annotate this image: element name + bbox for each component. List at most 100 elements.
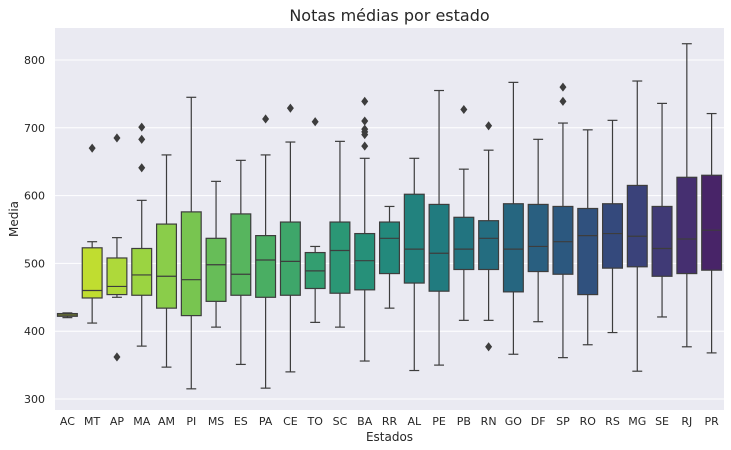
outlier-point: [559, 82, 567, 92]
box-iqr: [577, 207, 599, 296]
box-pa: [255, 114, 277, 389]
outlier-point: [485, 121, 493, 131]
x-tick-label: AC: [60, 415, 75, 428]
box-sp: [552, 82, 574, 359]
x-axis-label: Estados: [366, 430, 413, 444]
outlier-point: [361, 141, 369, 151]
box-iqr: [626, 184, 648, 268]
box-rj: [676, 43, 698, 348]
box-es: [230, 159, 252, 366]
outlier-point: [138, 163, 146, 173]
outlier-point: [311, 117, 319, 127]
box-iqr: [106, 257, 128, 296]
outlier-point: [286, 103, 294, 113]
box-series: [56, 43, 723, 390]
box-iqr: [378, 221, 401, 275]
box-sc: [329, 140, 351, 328]
y-tick-label: 400: [24, 325, 45, 338]
outlier-point: [485, 342, 493, 352]
outlier-point: [361, 130, 369, 140]
box-iqr: [701, 174, 723, 271]
box-iqr: [230, 213, 252, 296]
x-tick-label: AL: [407, 415, 422, 428]
y-tick-label: 800: [24, 54, 45, 67]
box-ms: [205, 180, 227, 328]
box-iqr: [651, 205, 673, 277]
box-pb: [453, 104, 475, 321]
y-tick-label: 300: [24, 393, 45, 406]
x-tick-label: BA: [357, 415, 373, 428]
box-iqr: [279, 221, 301, 296]
y-axis-label: Media: [7, 201, 21, 237]
box-iqr: [131, 247, 153, 296]
box-ma: [131, 122, 153, 347]
outlier-point: [262, 114, 270, 124]
box-ce: [279, 103, 301, 373]
box-iqr: [255, 235, 277, 298]
outlier-point: [88, 143, 96, 153]
chart-title: Notas médias por estado: [289, 6, 489, 25]
x-tick-label: PI: [186, 415, 196, 428]
x-tick-label: SC: [333, 415, 348, 428]
box-iqr: [527, 203, 549, 273]
x-tick-label: ES: [234, 415, 248, 428]
x-axis-ticks: AC MT AP MA AM PI MS ES PA CE TO SC BA RR AL PE PB RN GO DF…: [60, 415, 719, 428]
box-iqr: [502, 203, 524, 293]
outlier-point: [361, 96, 369, 106]
box-rr: [378, 205, 401, 309]
x-tick-label: AM: [158, 415, 175, 428]
box-iqr: [428, 203, 450, 292]
box-pe: [428, 89, 450, 366]
box-se: [651, 102, 673, 318]
x-tick-label: SE: [655, 415, 669, 428]
y-tick-label: 600: [24, 190, 45, 203]
x-tick-label: MS: [208, 415, 224, 428]
x-tick-label: RS: [605, 415, 620, 428]
outlier-point: [361, 116, 369, 126]
box-ba: [354, 96, 376, 362]
y-tick-label: 500: [24, 257, 45, 270]
box-rn: [478, 121, 500, 352]
box-iqr: [552, 205, 574, 275]
box-iqr: [354, 232, 376, 291]
box-am: [155, 154, 178, 368]
box-pr: [701, 112, 723, 354]
x-tick-label: SP: [556, 415, 570, 428]
y-axis-ticks: 300 400 500 600 700 800: [24, 54, 45, 406]
outlier-point: [460, 104, 468, 115]
outlier-point: [113, 352, 121, 362]
x-tick-label: AP: [110, 415, 125, 428]
box-iqr: [205, 237, 227, 302]
box-go: [502, 81, 524, 355]
x-tick-label: PA: [259, 415, 273, 428]
box-rs: [601, 119, 624, 334]
box-ap: [106, 133, 128, 362]
box-iqr: [180, 211, 202, 317]
box-mt: [81, 143, 103, 324]
box-iqr: [81, 247, 103, 299]
box-al: [403, 157, 425, 372]
x-tick-label: GO: [505, 415, 523, 428]
outlier-point: [138, 122, 146, 132]
x-tick-label: TO: [306, 415, 323, 428]
y-tick-label: 700: [24, 122, 45, 135]
box-mg: [626, 80, 648, 372]
box-ro: [577, 129, 599, 346]
x-tick-label: RO: [580, 415, 597, 428]
x-tick-label: CE: [283, 415, 298, 428]
outlier-point: [113, 133, 121, 143]
box-df: [527, 138, 549, 323]
x-tick-label: RJ: [681, 415, 692, 428]
outlier-point: [559, 96, 567, 106]
outlier-point: [138, 134, 146, 144]
x-tick-label: RN: [481, 415, 497, 428]
x-tick-label: DF: [531, 415, 546, 428]
x-tick-label: MG: [628, 415, 646, 428]
x-tick-label: PB: [457, 415, 471, 428]
x-tick-label: MT: [84, 415, 100, 428]
box-iqr: [403, 193, 425, 284]
box-iqr: [453, 216, 475, 271]
box-iqr: [329, 221, 351, 294]
x-tick-label: PR: [704, 415, 719, 428]
